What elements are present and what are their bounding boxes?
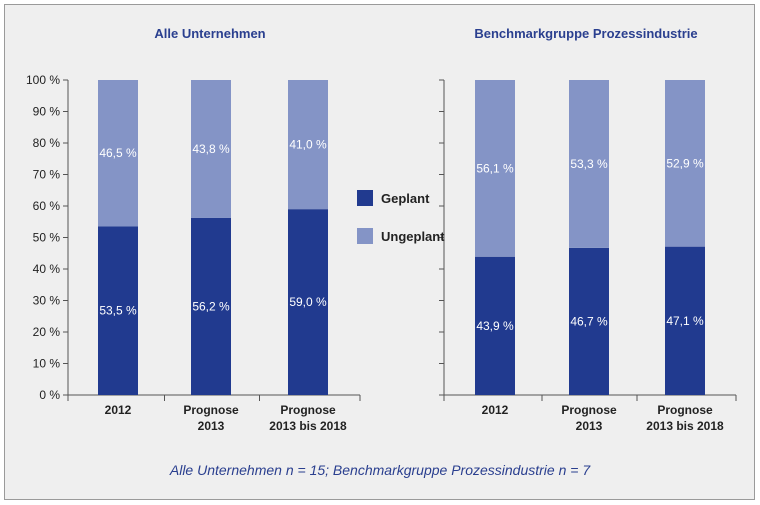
x-tick-label: Prognose bbox=[657, 403, 713, 417]
y-tick-label: 30 % bbox=[33, 294, 61, 308]
x-tick-label: Prognose bbox=[280, 403, 336, 417]
y-tick-label: 0 % bbox=[39, 388, 60, 402]
data-label: 53,5 % bbox=[99, 304, 137, 318]
x-tick-label: 2013 bbox=[576, 419, 603, 433]
data-label: 43,8 % bbox=[192, 142, 230, 156]
bar-geplant bbox=[475, 256, 515, 395]
x-tick-label: Prognose bbox=[183, 403, 239, 417]
data-label: 46,5 % bbox=[99, 146, 137, 160]
bar-geplant bbox=[665, 246, 705, 395]
legend-label-ungeplant: Ungeplant bbox=[381, 229, 445, 244]
y-tick-label: 40 % bbox=[33, 262, 61, 276]
bar-ungeplant bbox=[569, 80, 609, 248]
data-label: 46,7 % bbox=[570, 314, 608, 328]
data-label: 59,0 % bbox=[289, 295, 327, 309]
x-tick-label: 2012 bbox=[482, 403, 509, 417]
bar-ungeplant bbox=[475, 80, 515, 257]
x-tick-label: Prognose bbox=[561, 403, 617, 417]
x-tick-label: 2013 bis 2018 bbox=[269, 419, 347, 433]
x-tick-label: 2012 bbox=[105, 403, 132, 417]
data-label: 43,9 % bbox=[476, 319, 514, 333]
y-tick-label: 50 % bbox=[33, 231, 61, 245]
data-label: 56,1 % bbox=[476, 161, 514, 175]
bar-ungeplant bbox=[191, 80, 231, 218]
bar-geplant bbox=[98, 226, 138, 395]
y-tick-label: 90 % bbox=[33, 105, 61, 119]
chart-title-1: Alle Unternehmen bbox=[154, 26, 265, 41]
bar-geplant bbox=[288, 209, 328, 395]
data-label: 53,3 % bbox=[570, 157, 608, 171]
footnote: Alle Unternehmen n = 15; Benchmarkgruppe… bbox=[169, 462, 591, 478]
y-tick-label: 70 % bbox=[33, 168, 61, 182]
legend-swatch-geplant bbox=[357, 190, 373, 206]
data-label: 52,9 % bbox=[666, 156, 704, 170]
data-label: 47,1 % bbox=[666, 314, 704, 328]
data-label: 56,2 % bbox=[192, 299, 230, 313]
legend-swatch-ungeplant bbox=[357, 228, 373, 244]
x-tick-label: 2013 bis 2018 bbox=[646, 419, 724, 433]
x-tick-label: 2013 bbox=[198, 419, 225, 433]
data-label: 41,0 % bbox=[289, 138, 327, 152]
legend-label-geplant: Geplant bbox=[381, 191, 430, 206]
bar-ungeplant bbox=[98, 80, 138, 227]
bar-ungeplant bbox=[665, 80, 705, 247]
y-tick-label: 20 % bbox=[33, 325, 61, 339]
bar-ungeplant bbox=[288, 80, 328, 210]
y-tick-label: 80 % bbox=[33, 136, 61, 150]
y-tick-label: 60 % bbox=[33, 199, 61, 213]
chart-title-2: Benchmarkgruppe Prozessindustrie bbox=[474, 26, 697, 41]
y-tick-label: 10 % bbox=[33, 357, 61, 371]
bar-geplant bbox=[191, 217, 231, 395]
bar-geplant bbox=[569, 247, 609, 395]
y-tick-label: 100 % bbox=[26, 73, 60, 87]
